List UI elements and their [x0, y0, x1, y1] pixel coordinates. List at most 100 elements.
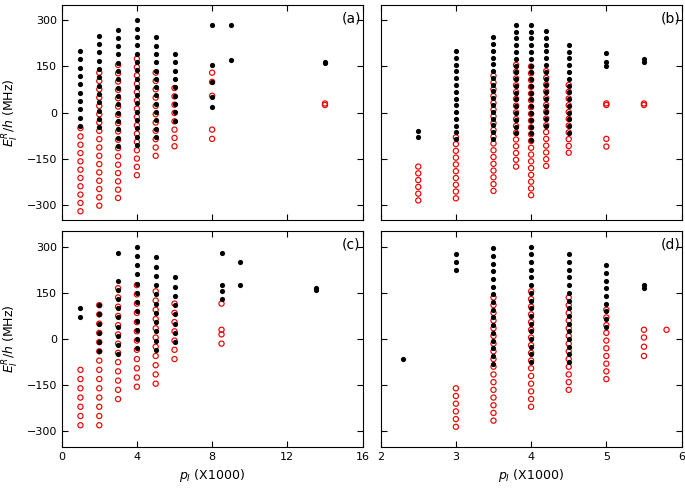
Point	[112, 76, 123, 83]
Point	[132, 138, 142, 146]
Point	[150, 135, 161, 143]
Point	[207, 61, 218, 69]
Point	[510, 34, 521, 42]
Point	[112, 304, 123, 312]
Point	[169, 337, 180, 345]
Point	[525, 75, 536, 83]
Point	[563, 358, 574, 366]
Point	[525, 103, 536, 111]
Point	[563, 297, 574, 304]
Point	[169, 117, 180, 125]
Point	[94, 403, 105, 410]
Point	[525, 185, 536, 192]
Point	[563, 102, 574, 110]
Point	[488, 54, 499, 61]
Point	[488, 85, 499, 93]
Point	[525, 333, 536, 341]
Point	[510, 115, 521, 123]
Point	[510, 129, 521, 136]
Point	[540, 88, 551, 96]
Point	[638, 343, 649, 351]
Point	[488, 81, 499, 88]
Point	[510, 142, 521, 150]
Point	[112, 349, 123, 357]
Point	[488, 153, 499, 161]
Point	[150, 116, 161, 124]
Point	[169, 117, 180, 125]
Point	[132, 155, 142, 163]
Point	[75, 114, 86, 122]
Point	[235, 281, 246, 289]
Point	[488, 146, 499, 154]
Text: (d): (d)	[660, 238, 680, 252]
Point	[75, 55, 86, 63]
Point	[525, 123, 536, 131]
Point	[563, 41, 574, 49]
Point	[75, 124, 86, 132]
Point	[451, 61, 462, 69]
Point	[150, 315, 161, 323]
Point	[75, 106, 86, 113]
Point	[94, 65, 105, 73]
Point	[413, 169, 424, 177]
Point	[75, 166, 86, 174]
Point	[150, 42, 161, 50]
Point	[451, 250, 462, 258]
Point	[525, 83, 536, 91]
Point	[169, 283, 180, 291]
Point	[525, 21, 536, 29]
Point	[94, 356, 105, 364]
Point	[488, 180, 499, 188]
Point	[132, 337, 142, 345]
Point	[488, 332, 499, 340]
Point	[112, 351, 123, 358]
Point	[525, 403, 536, 410]
Point	[207, 92, 218, 100]
Point	[132, 281, 142, 289]
Point	[563, 351, 574, 358]
Point	[601, 58, 612, 66]
Point	[510, 75, 521, 82]
Point	[169, 92, 180, 100]
Point	[540, 82, 551, 89]
Point	[510, 28, 521, 36]
Point	[112, 367, 123, 375]
Point	[75, 81, 86, 88]
Point	[540, 122, 551, 130]
Point	[112, 186, 123, 193]
Point	[488, 135, 499, 143]
Point	[488, 101, 499, 109]
Point	[563, 101, 574, 109]
Point	[563, 304, 574, 312]
Point	[132, 344, 142, 352]
Point	[94, 168, 105, 176]
Point	[132, 25, 142, 32]
Point	[488, 79, 499, 86]
Point	[112, 134, 123, 141]
Point	[510, 96, 521, 104]
Point	[525, 356, 536, 364]
Point	[132, 326, 142, 334]
Point	[75, 122, 86, 130]
Point	[112, 194, 123, 202]
Point	[451, 115, 462, 123]
Point	[132, 113, 142, 121]
Point	[94, 119, 105, 127]
Point	[150, 94, 161, 102]
Point	[112, 314, 123, 322]
Point	[540, 102, 551, 109]
Point	[601, 100, 612, 108]
Point	[132, 96, 142, 104]
Point	[601, 375, 612, 383]
Point	[601, 62, 612, 70]
Point	[112, 128, 123, 136]
Point	[525, 351, 536, 358]
Point	[150, 133, 161, 141]
Point	[563, 61, 574, 69]
Point	[540, 41, 551, 49]
Point	[150, 152, 161, 160]
Point	[563, 122, 574, 130]
Point	[510, 88, 521, 96]
Point	[112, 386, 123, 394]
Point	[563, 386, 574, 394]
